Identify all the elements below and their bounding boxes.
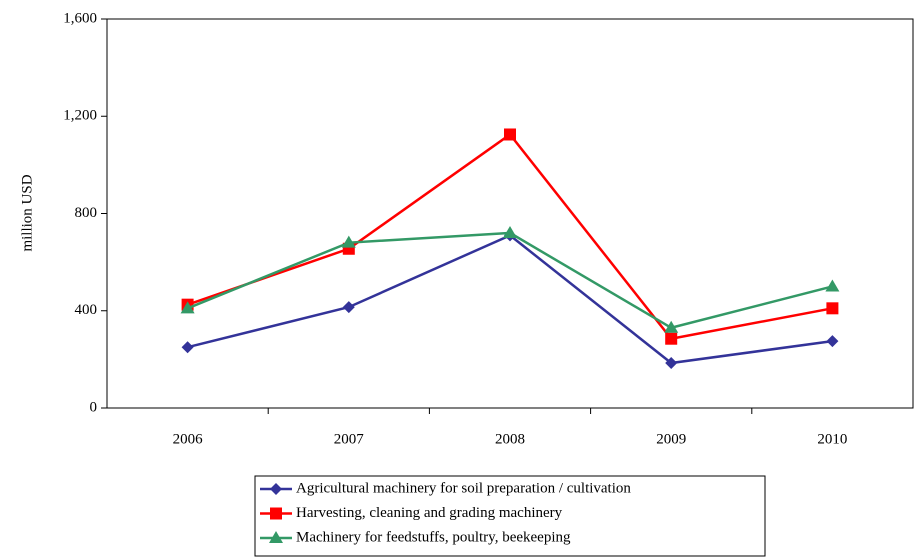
- y-tick-label: 1,600: [63, 10, 97, 26]
- legend-box: [254, 475, 766, 557]
- marker: [180, 301, 195, 314]
- series-line: [187, 231, 833, 330]
- y-tick-label: 800: [75, 205, 98, 221]
- series-line: [187, 233, 833, 365]
- y-tick-label: 400: [75, 302, 98, 318]
- marker: [270, 507, 282, 520]
- marker: [269, 531, 283, 543]
- marker: [270, 483, 282, 495]
- marker: [181, 341, 194, 354]
- x-tick-label: 2010: [817, 431, 847, 447]
- marker: [503, 225, 517, 238]
- marker: [341, 235, 356, 248]
- x-tick-label: 2007: [334, 431, 365, 447]
- x-tick-label: 2008: [495, 431, 525, 447]
- plot-frame: [106, 18, 914, 409]
- marker: [665, 332, 678, 345]
- marker: [826, 302, 839, 315]
- marker: [342, 301, 355, 314]
- legend: Agricultural machinery for soil preparat…: [254, 475, 766, 557]
- x-tick-label: 2006: [173, 431, 204, 447]
- marker: [664, 320, 679, 333]
- legend-label: Machinery for feedstuffs, poultry, beeke…: [296, 529, 571, 545]
- legend-label: Harvesting, cleaning and grading machine…: [296, 505, 563, 521]
- marker: [826, 335, 839, 348]
- legend-label: Agricultural machinery for soil preparat…: [296, 480, 631, 496]
- y-tick-label: 1,200: [63, 108, 97, 124]
- marker: [665, 357, 678, 370]
- marker: [504, 128, 516, 141]
- y-tick-label: 0: [90, 399, 98, 415]
- x-tick-label: 2009: [656, 431, 686, 447]
- y-axis-label: million USD: [19, 174, 35, 251]
- marker: [825, 279, 840, 292]
